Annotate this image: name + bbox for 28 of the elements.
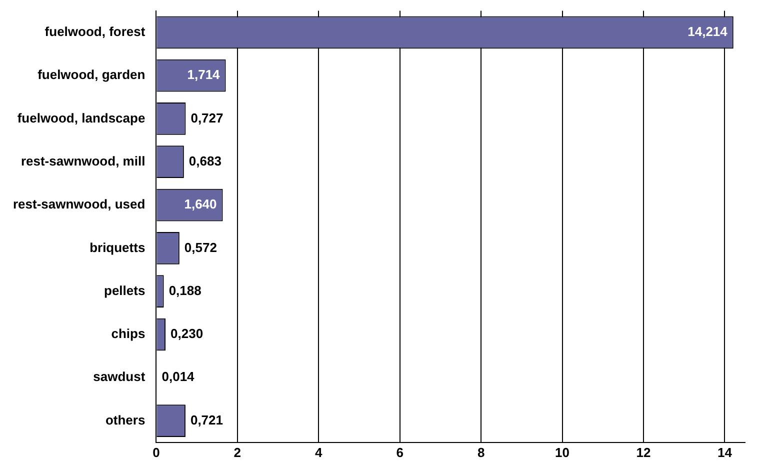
y-tick-label: fuelwood, garden <box>38 67 146 82</box>
x-tick-label: 2 <box>234 444 242 460</box>
x-tick-label: 12 <box>636 444 651 460</box>
x-tick-label: 10 <box>555 444 570 460</box>
y-tick-label: fuelwood, landscape <box>17 110 146 126</box>
x-tick-label: 0 <box>152 444 160 460</box>
y-tick-label: sawdust <box>93 369 146 384</box>
y-tick-label: rest-sawnwood, mill <box>20 153 146 168</box>
y-tick-label: others <box>105 412 146 428</box>
data-label: 0,230 <box>170 326 204 342</box>
x-tick-label: 4 <box>315 444 324 460</box>
data-label: 0,721 <box>190 412 224 428</box>
data-label: 1,714 <box>187 67 221 82</box>
data-label: 0,188 <box>168 282 202 298</box>
data-label: 0,014 <box>162 369 196 384</box>
data-label: 0,572 <box>184 240 217 255</box>
y-tick-label: rest-sawnwood, used <box>12 196 146 212</box>
y-tick-label: chips <box>111 326 146 342</box>
data-label: 0,727 <box>190 110 224 126</box>
y-tick-label: pellets <box>104 282 146 298</box>
y-tick-label: fuelwood, forest <box>44 24 146 39</box>
y-tick-label: briquetts <box>90 240 146 255</box>
x-tick-label: 6 <box>396 444 404 460</box>
data-label: 0,683 <box>188 153 222 168</box>
data-label: 14,214 <box>688 24 728 39</box>
x-tick-label: 14 <box>717 444 733 460</box>
x-tick-label: 8 <box>477 444 485 460</box>
data-label: 1,640 <box>184 196 217 212</box>
